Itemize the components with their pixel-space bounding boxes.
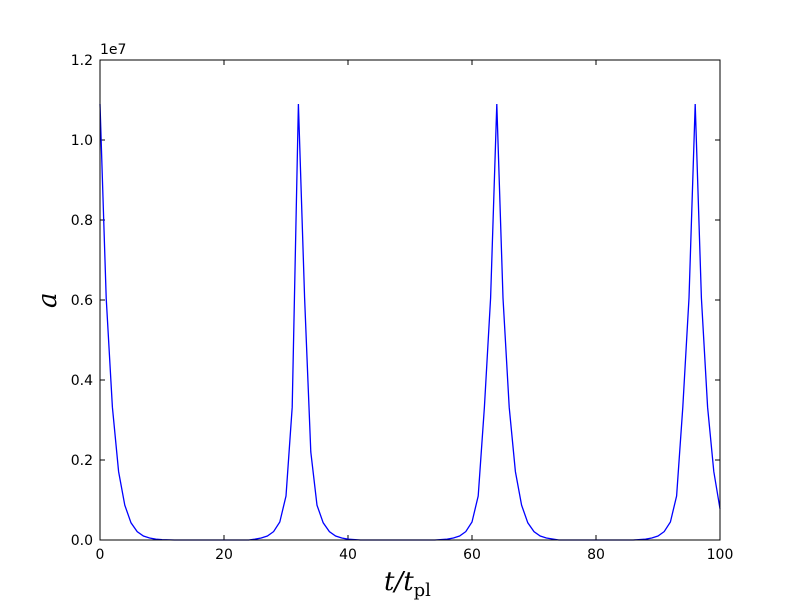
y-tick-label: 0.2 <box>71 453 93 469</box>
tick-labels: 0 20 40 60 80 100 0.0 0.2 0.4 0.6 0.8 1.0 1.2 <box>71 53 734 563</box>
plot-background <box>100 60 720 540</box>
x-axis-label: t/tpl <box>384 567 431 600</box>
x-axis-label-sub: pl <box>414 580 432 600</box>
y-tick-label: 0.6 <box>71 293 93 309</box>
y-tick-label: 0.0 <box>71 533 93 549</box>
y-offset-text: 1e7 <box>100 42 126 58</box>
x-tick-label: 40 <box>339 547 357 563</box>
y-tick-label: 1.2 <box>71 53 93 69</box>
y-tick-label: 1.0 <box>71 133 93 149</box>
y-axis-label: a <box>33 292 63 308</box>
x-tick-label: 20 <box>215 547 233 563</box>
y-tick-label: 0.4 <box>71 373 93 389</box>
x-tick-label: 100 <box>707 547 734 563</box>
x-axis-label-main: t/t <box>384 567 414 597</box>
y-tick-label: 0.8 <box>71 213 93 229</box>
x-tick-label: 0 <box>96 547 105 563</box>
x-tick-label: 60 <box>463 547 481 563</box>
x-tick-label: 80 <box>587 547 605 563</box>
plot-frame <box>99 59 721 541</box>
